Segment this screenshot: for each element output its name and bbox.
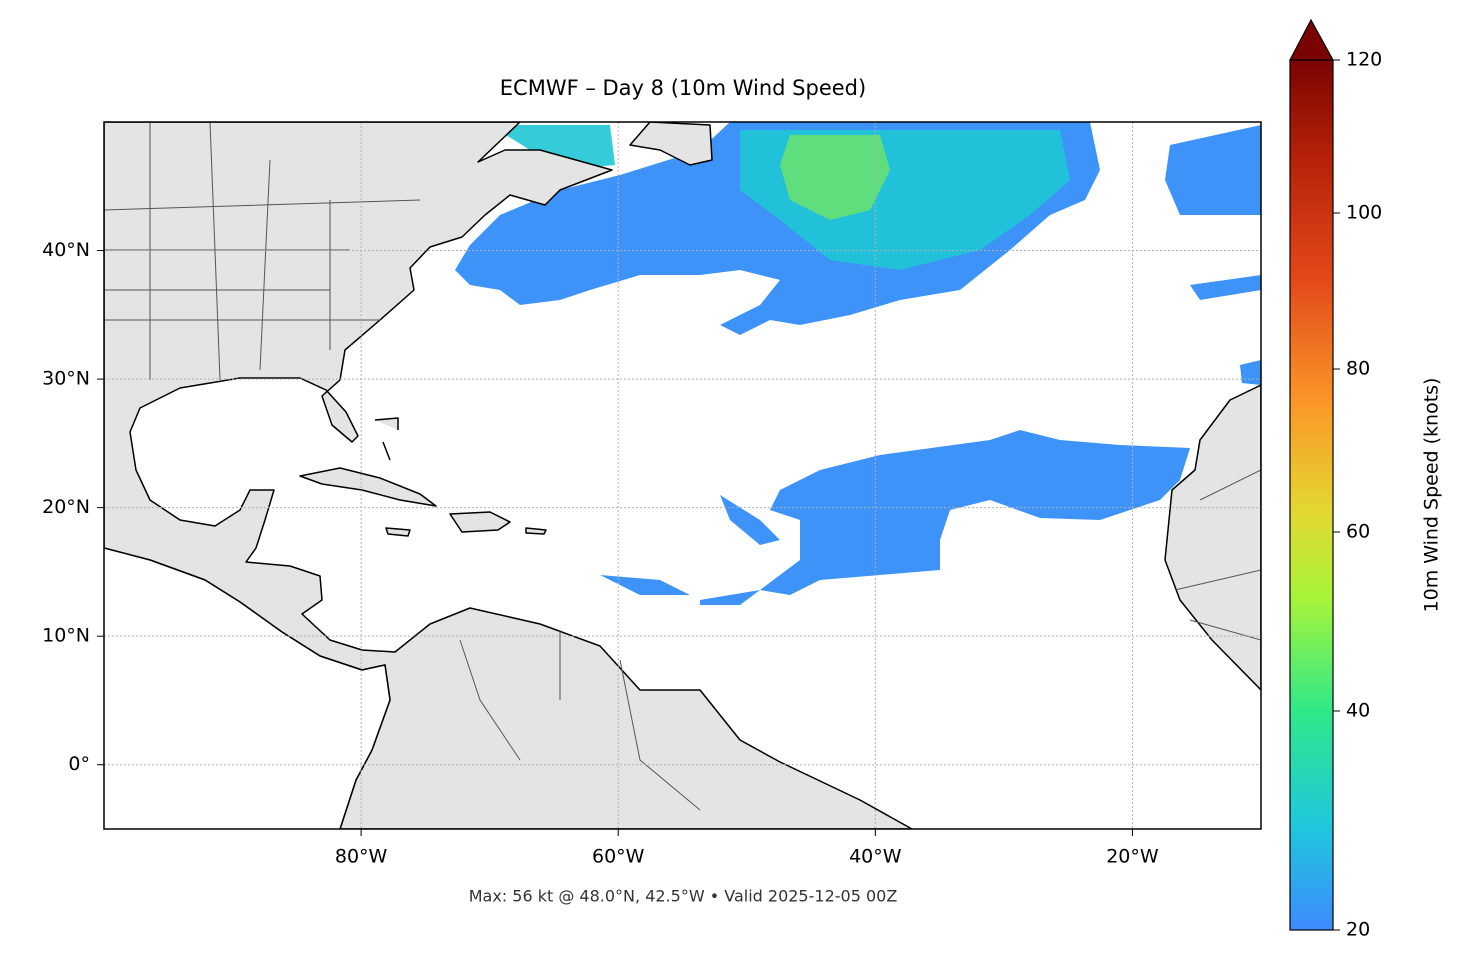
map-frame [103, 121, 1262, 830]
colorbar-tick-label: 80 [1346, 358, 1370, 380]
map-title: ECMWF – Day 8 (10m Wind Speed) [500, 76, 866, 100]
south-america-mask [104, 548, 390, 829]
puerto-rico [525, 527, 547, 535]
x-tick-label: 60°W [592, 846, 645, 868]
colorbar-tick-label: 120 [1346, 49, 1382, 71]
jamaica [385, 527, 411, 537]
x-tick-label: 20°W [1106, 846, 1159, 868]
colorbar-tick-label: 20 [1346, 919, 1370, 941]
y-tick-label: 20°N [42, 496, 90, 518]
wind-field [490, 125, 615, 170]
bahamas [374, 417, 399, 461]
x-tick-label: 40°W [849, 846, 902, 868]
wind-field [760, 430, 1190, 595]
africa [1164, 384, 1261, 691]
colorbar-tick-label: 40 [1346, 700, 1370, 722]
wind-field [1190, 275, 1261, 300]
footnote: Max: 56 kt @ 48.0°N, 42.5°W • Valid 2025… [469, 887, 898, 906]
y-tick-label: 10°N [42, 625, 90, 647]
y-tick-label: 40°N [42, 239, 90, 261]
wind-field [1165, 125, 1261, 215]
colorbar-tick-label: 100 [1346, 202, 1382, 224]
wind-field [780, 135, 890, 220]
map-area [104, 122, 1261, 829]
colorbar-label: 10m Wind Speed (knots) [1421, 378, 1443, 613]
colorbar-tick-label: 60 [1346, 521, 1370, 543]
grid [104, 122, 1261, 829]
x-tick-label: 80°W [335, 846, 388, 868]
colorbar-extend [1289, 18, 1335, 61]
colorbar [1289, 59, 1334, 931]
y-tick-label: 30°N [42, 368, 90, 390]
y-tick-label: 0° [68, 753, 90, 775]
wind-field [600, 495, 780, 605]
hispaniola [449, 511, 511, 533]
greenland-newfoundland [629, 122, 713, 166]
pacific-coast [104, 547, 391, 829]
cuba [299, 467, 437, 507]
